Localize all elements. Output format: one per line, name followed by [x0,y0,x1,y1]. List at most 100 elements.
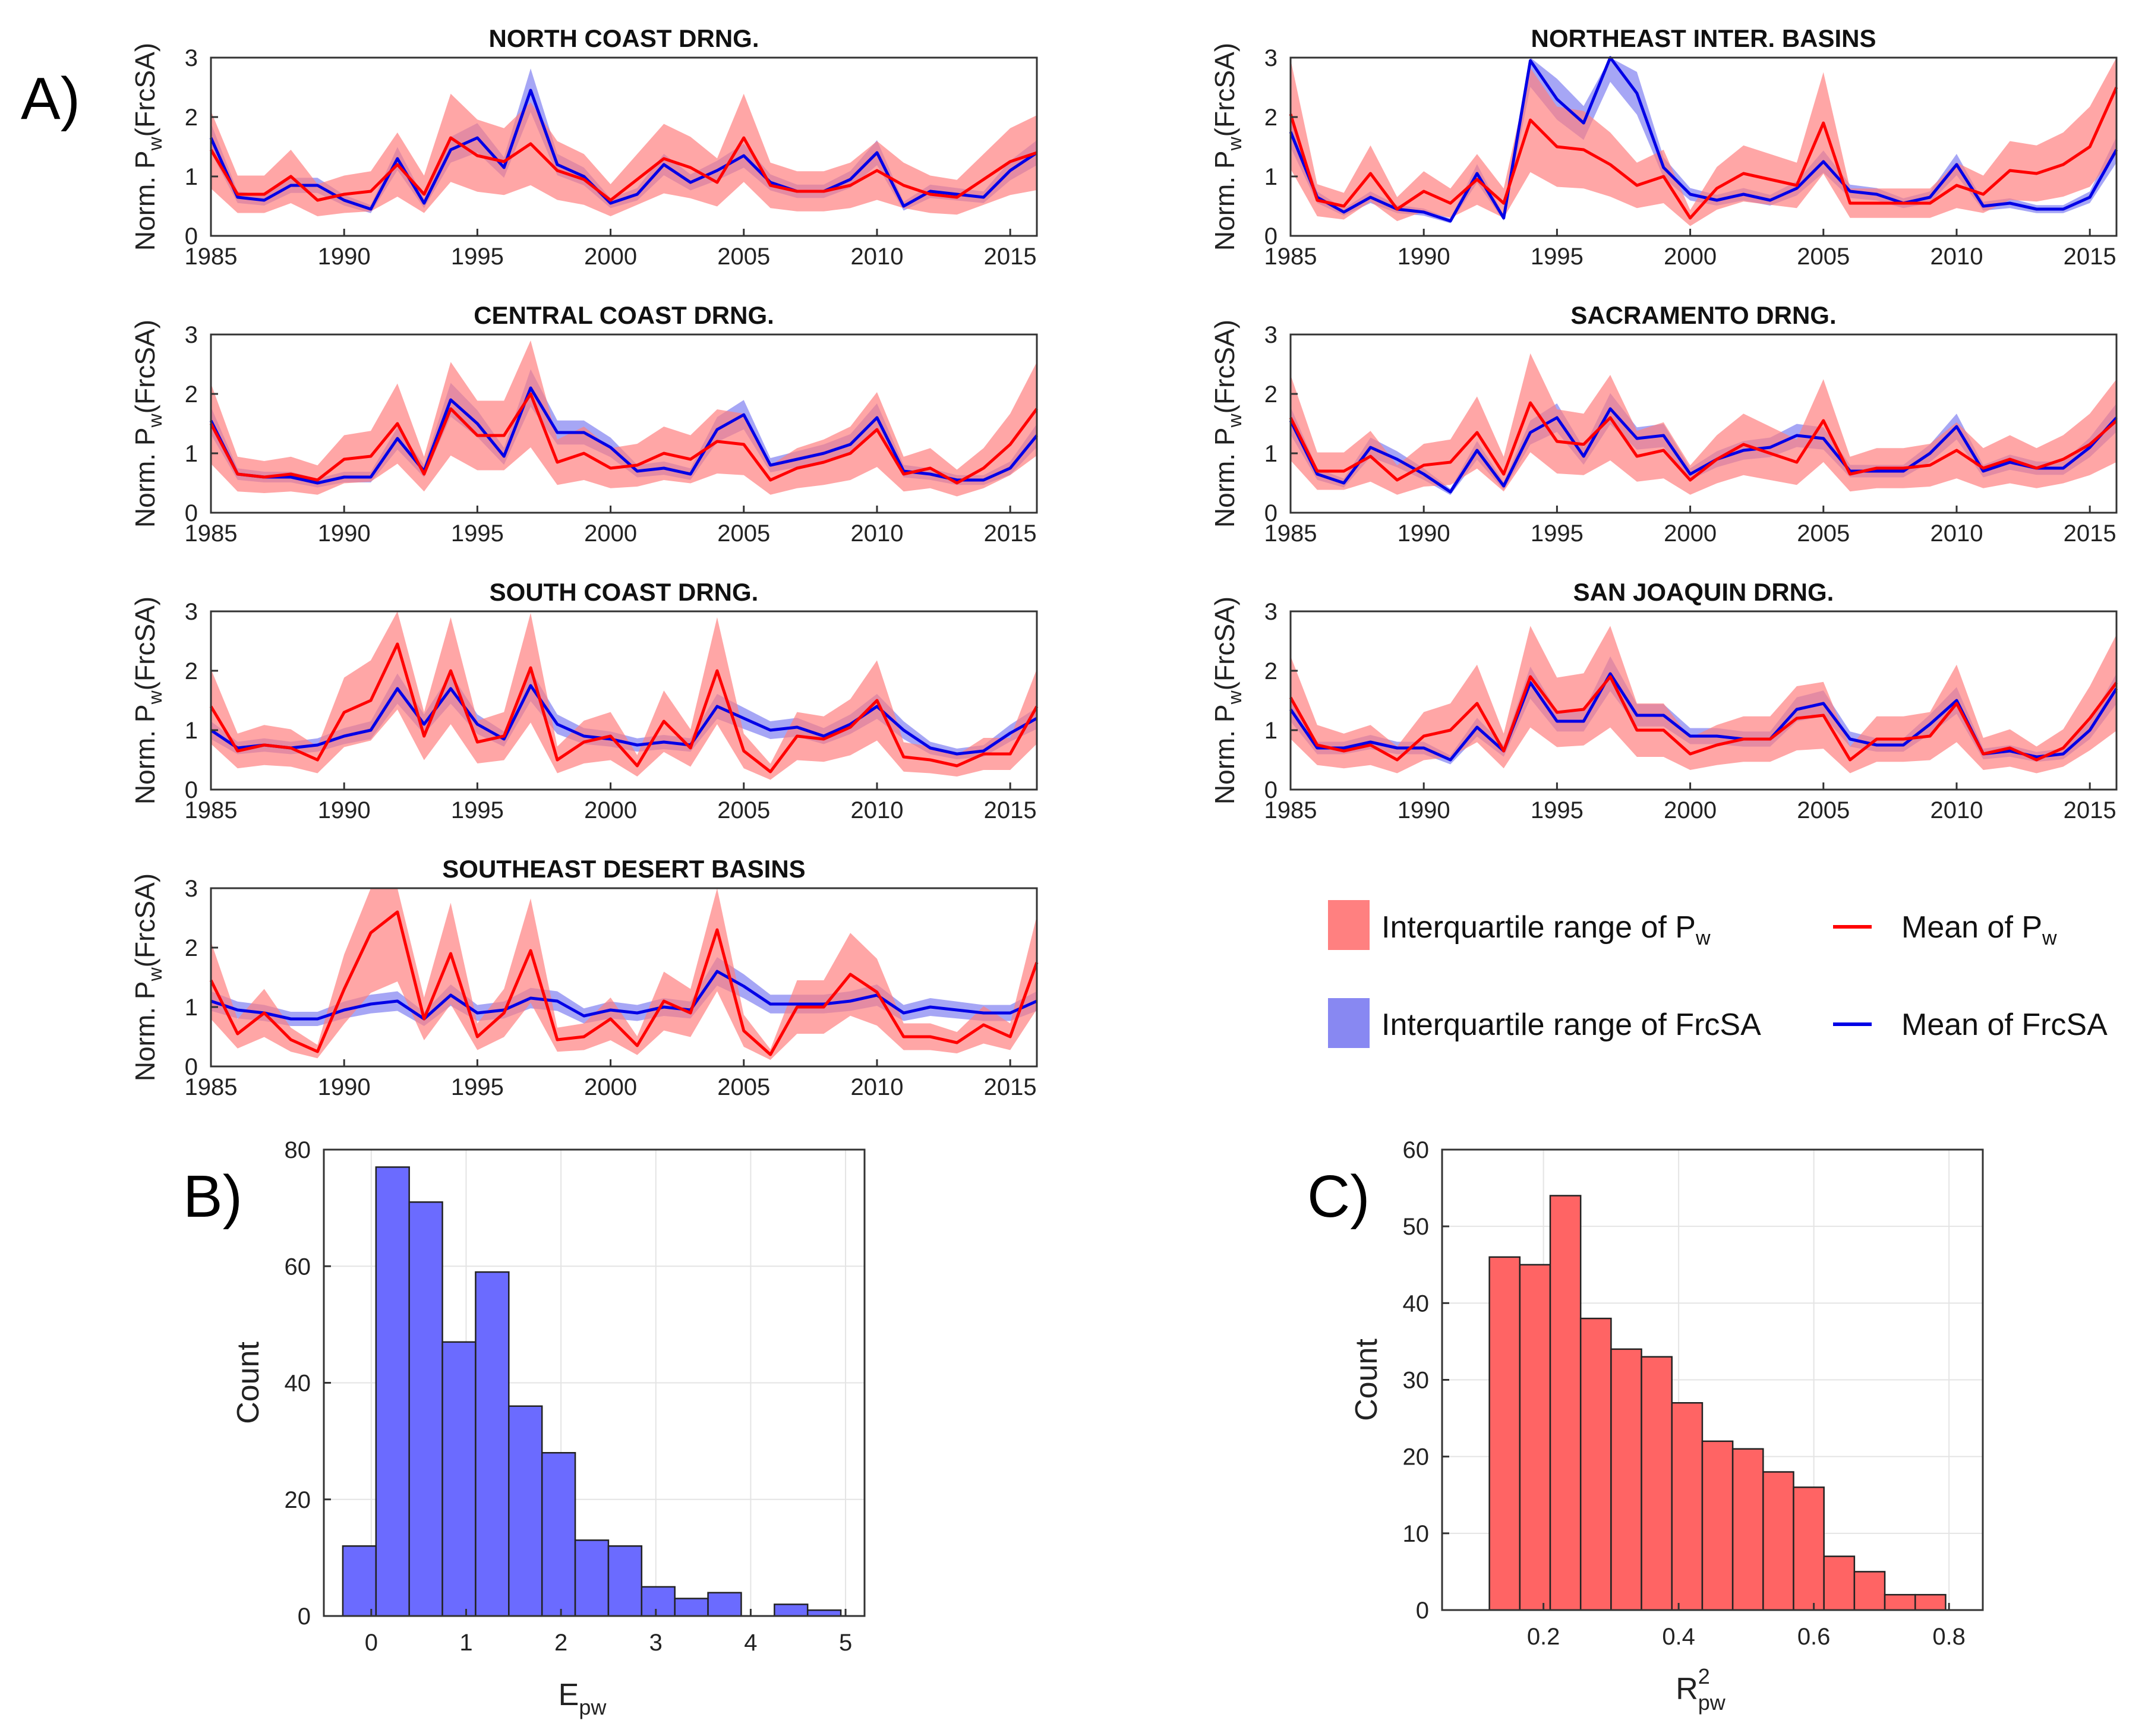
x-tick-label-2000: 2000 [584,520,637,547]
x-tick-label-2010: 2010 [1930,244,1983,270]
x-tick-label-1995: 1995 [451,1074,504,1100]
histogram-bar [408,1201,443,1617]
frcsa-mean-line-northeast-inter-basins [1289,56,2118,223]
y-tick-label-2: 2 [1264,381,1277,408]
frcsa-iqr-band-northeast-inter-basins [1291,58,2116,223]
pw-iqr-band-central-coast-drng [211,340,1037,497]
x-tick-label-1990: 1990 [318,244,371,270]
chart-title-southeast-desert-basins: SOUTHEAST DESERT BASINS [442,855,805,883]
x-tick-label-0.2: 0.2 [1527,1624,1560,1650]
timeseries-san-joaquin: 1985 1990 1995 2000 2005 2010 2015 0 1 2 3 SAN JOAQ… [1209,578,2118,823]
pw-iqr-band-sacramento-drng [1291,353,2116,495]
y-axis-label-sub: w [144,413,166,428]
x-axis-label-sub: pw [1698,1690,1726,1715]
y-tick-label-2: 2 [1264,105,1277,131]
x-tick-label-0.8: 0.8 [1932,1624,1966,1650]
axes-frame-north-coast-drng [210,56,1038,237]
legend-swatch-frcsa-iqr [1328,998,1370,1048]
frcsa-mean-line-central-coast-drng [209,386,1038,485]
axes-frame-northeast-inter-basins [1289,56,2118,237]
pw-mean-line-san-joaquin-drng [1289,675,2118,762]
chart-title-central-coast-drng: CENTRAL COAST DRNG. [474,301,774,329]
y-axis-label-unit: (FrcSA) [130,43,160,137]
histogram-bar [541,1452,576,1617]
x-tick-label-1985: 1985 [1264,520,1317,547]
legend-label-pw-iqr: Interquartile range of P [1381,910,1696,945]
y-axis-label-main: Norm. P [130,981,160,1081]
histogram-bar [475,1271,510,1617]
legend-label-pw-mean-sub: w [2042,927,2057,949]
histogram-bar [574,1539,610,1617]
y-tick-label-1: 1 [185,995,198,1021]
x-tick-label-1985: 1985 [1264,797,1317,823]
y-axis-label-sub: w [1224,690,1245,705]
y-axis-label-unit: (FrcSA) [1209,596,1240,690]
y-axis-label-unit: (FrcSA) [130,873,160,967]
pw-mean-line-sacramento-drng [1289,401,2118,482]
histogram-bar [1701,1440,1734,1611]
y-axis-label-main: Norm. P [1209,704,1240,804]
x-tick-label-0: 0 [365,1630,378,1656]
histogram-bar [1853,1571,1886,1611]
y-axis-label-sub: w [144,967,166,981]
x-tick-label-2010: 2010 [850,797,903,823]
x-tick-label-5: 5 [839,1630,852,1656]
x-axis-label-hist-b: Epw [559,1678,607,1719]
pw-mean-line-north-coast-drng [209,136,1037,202]
histogram-bar [1914,1593,1947,1611]
histogram-epw: 0 1 2 3 4 5 0 20 40 60 80 Count Epw [231,1137,866,1719]
chart-title-sacramento-drng: SACRAMENTO DRNG. [1570,301,1836,329]
y-tick-label-0: 0 [298,1604,311,1630]
y-tick-label-1: 1 [1264,718,1277,744]
histogram-bar [1610,1348,1642,1611]
x-tick-label-2010: 2010 [1930,520,1983,547]
x-tick-label-1995: 1995 [451,797,504,823]
y-tick-label-10: 10 [1403,1521,1430,1547]
y-tick-label-3: 3 [1264,45,1277,71]
axes-frame-san-joaquin-drng [1289,610,2118,791]
y-axis-label-main: Norm. P [1209,150,1240,251]
x-tick-label-2005: 2005 [1797,797,1850,823]
pw-mean-line-southeast-desert-basins [209,910,1039,1056]
y-tick-label-1: 1 [1264,164,1277,190]
histogram-bar [1762,1471,1794,1611]
histogram-bar [441,1341,477,1617]
y-tick-label-3: 3 [185,599,198,625]
x-tick-label-1985: 1985 [185,520,238,547]
histogram-bar [508,1405,543,1617]
histogram-bar [641,1586,676,1617]
x-tick-label-1985: 1985 [185,244,238,270]
x-tick-label-1985: 1985 [1264,244,1317,270]
x-tick-label-2015: 2015 [984,244,1037,270]
timeseries-northeast-inter-basins: 1985 1990 1995 2000 2005 2010 2015 0 1 2 3 NORTHEAS… [1209,24,2118,270]
histogram-bar [774,1604,809,1617]
x-tick-label-2005: 2005 [1797,244,1850,270]
y-tick-label-60: 60 [285,1254,311,1280]
x-tick-label-0.4: 0.4 [1662,1624,1695,1650]
histogram-bar [1731,1448,1764,1611]
x-tick-label-2015: 2015 [2064,520,2116,547]
y-tick-label-0: 0 [185,500,198,526]
x-tick-label-1990: 1990 [318,520,371,547]
x-tick-label-2010: 2010 [1930,797,1983,823]
y-tick-label-0: 0 [1264,223,1277,250]
y-axis-label-unit: (FrcSA) [130,320,160,414]
y-tick-label-2: 2 [185,658,198,684]
histogram-bar [1579,1317,1612,1611]
y-axis-label-sub: w [1224,136,1245,151]
y-tick-label-0: 0 [185,223,198,250]
y-tick-label-80: 80 [285,1137,311,1163]
pw-iqr-band-southeast-desert-basins [211,888,1037,1060]
axes-frame-southeast-desert-basins [210,887,1038,1068]
histogram-bar [1549,1195,1582,1611]
legend-label-frcsa-mean: Mean of FrcSA [1901,1008,2108,1042]
histogram-bar [1793,1486,1825,1611]
timeseries-north-coast: 1985 1990 1995 2000 2005 2010 2015 0 1 2 3 NORTH CO… [130,24,1038,270]
x-tick-label-2015: 2015 [984,1074,1037,1100]
histogram-bar [1671,1402,1704,1611]
y-axis-label-south-coast-drng: Norm. Pw(FrcSA) [130,596,166,804]
legend-label-frcsa-iqr: Interquartile range of FrcSA [1381,1008,1761,1042]
x-tick-label-1990: 1990 [1398,520,1450,547]
x-tick-label-4: 4 [744,1630,757,1656]
histogram-bar [375,1166,410,1617]
